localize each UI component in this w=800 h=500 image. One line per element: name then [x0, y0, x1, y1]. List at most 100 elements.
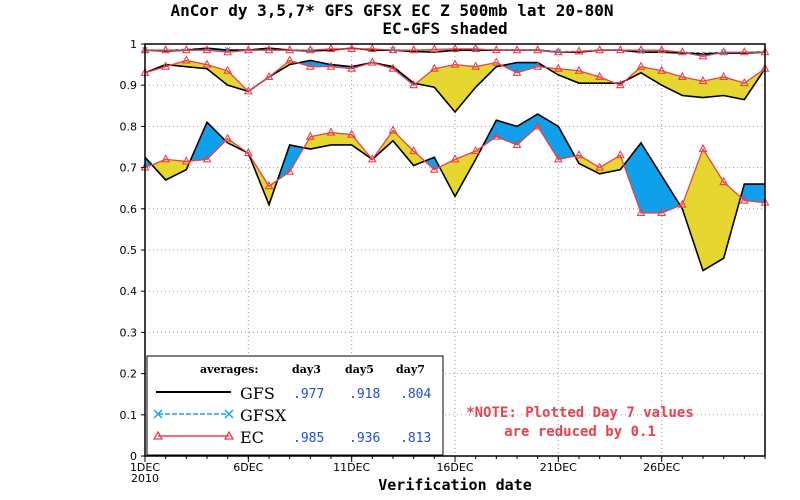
y-tick-label: 0.6 — [120, 203, 138, 216]
ec-marker-day3 — [367, 43, 377, 52]
ec-marker-day3 — [491, 45, 501, 54]
y-tick-label: 0.8 — [120, 120, 138, 133]
legend-col-day3: day3 — [292, 363, 321, 376]
legend-gfs-day3: .977 — [293, 387, 324, 402]
ec-marker-day7 — [739, 195, 749, 204]
y-tick-label: 0.3 — [120, 326, 138, 339]
ec-marker-day7 — [326, 127, 336, 136]
ec-marker-day3 — [636, 45, 646, 54]
ec-marker-day3 — [533, 45, 543, 54]
ec-marker-day5 — [305, 61, 315, 70]
ec-marker-day5 — [450, 59, 460, 68]
ec-marker-day7 — [181, 156, 191, 165]
ec-marker-day3 — [388, 45, 398, 54]
note-line-2: are reduced by 0.1 — [504, 424, 656, 440]
y-tick-label: 0.2 — [120, 368, 138, 381]
ec-marker-day5 — [677, 71, 687, 81]
ec-marker-day5 — [739, 77, 749, 87]
ec-marker-day3 — [512, 45, 522, 54]
legend-gfsx-label: GFSX — [240, 406, 287, 425]
ec-marker-day3 — [595, 45, 605, 54]
ec-marker-day3 — [326, 43, 336, 52]
ec-marker-day5 — [698, 75, 708, 85]
ec-marker-day7 — [450, 154, 460, 163]
y-tick-label: 0.5 — [120, 244, 138, 257]
ec-marker-day5 — [574, 65, 584, 74]
ec-marker-day5 — [285, 55, 295, 64]
ec-marker-day7 — [429, 164, 439, 173]
legend-col-day7: day7 — [396, 363, 425, 376]
legend-gfs-day5: .918 — [349, 387, 380, 402]
ec-marker-day7 — [677, 199, 687, 208]
ec-marker-day7 — [243, 148, 253, 157]
ec-marker-day7 — [161, 154, 171, 163]
ec-marker-day3 — [677, 47, 687, 56]
ec-marker-day7 — [553, 154, 563, 163]
y-tick-label: 0 — [130, 450, 137, 463]
legend-ec-day5: .936 — [349, 431, 380, 446]
ec-marker-day3 — [285, 45, 295, 54]
ec-marker-day7 — [471, 145, 481, 155]
ec-marker-day7 — [574, 150, 584, 159]
legend-gfsx-marker-left — [153, 409, 163, 419]
ec-marker-day3 — [202, 45, 212, 54]
ec-marker-day7 — [367, 154, 377, 163]
ec-marker-day3 — [719, 47, 729, 56]
ec-marker-day7 — [285, 166, 295, 175]
legend-col-day5: day5 — [345, 363, 374, 376]
ec-marker-day7 — [347, 129, 357, 138]
ec-marker-day5 — [264, 71, 274, 81]
y-tick-label: 0.7 — [120, 162, 138, 175]
ec-marker-day3 — [347, 43, 357, 52]
ec-marker-day3 — [553, 47, 563, 56]
ec-marker-day7 — [305, 131, 315, 140]
ec-marker-day7 — [595, 162, 605, 171]
legend-gfsx-marker-right — [224, 409, 234, 419]
y-tick-label: 1 — [130, 38, 137, 51]
ec-marker-day5 — [471, 61, 481, 70]
ec-marker-day7 — [264, 180, 274, 190]
gfsx-marker — [390, 46, 396, 53]
ec-marker-day5 — [636, 61, 646, 70]
ec-marker-day7 — [615, 150, 625, 159]
ec-marker-day3 — [574, 46, 584, 55]
legend-box — [146, 355, 444, 456]
ec-marker-day5 — [409, 80, 419, 89]
ec-marker-day5 — [512, 67, 522, 76]
ec-marker-day7 — [719, 176, 729, 186]
ec-marker-day5 — [347, 63, 357, 72]
legend-header: averages: — [200, 363, 258, 376]
x-tick-label: 16DEC — [436, 461, 473, 474]
ec-marker-day5 — [326, 61, 336, 70]
chart-title: AnCor dy 3,5,7* GFS GFSX EC Z 500mb lat … — [170, 1, 613, 20]
ec-marker-day7 — [491, 131, 501, 140]
ec-marker-day3 — [305, 45, 315, 54]
ec-marker-day5 — [533, 61, 543, 70]
x-tick-label: 1DEC — [130, 461, 160, 474]
x-tick-label: 21DEC — [540, 461, 577, 474]
ec-marker-day5 — [553, 63, 563, 72]
legend-ec-marker-left — [152, 430, 164, 440]
ec-marker-day7 — [388, 125, 398, 134]
ec-marker-day3 — [264, 45, 274, 54]
ec-marker-day3 — [698, 51, 708, 60]
ec-marker-day3 — [161, 45, 171, 54]
x-tick-label: 11DEC — [333, 461, 370, 474]
ec-marker-day3 — [429, 44, 439, 53]
ec-marker-day5 — [202, 59, 212, 68]
gfsx-marker — [555, 48, 562, 55]
legend-ec-marker-right — [223, 430, 235, 440]
ec-marker-day5 — [367, 57, 377, 66]
ec-marker-day5 — [429, 63, 439, 72]
series-line-ec-day3 — [145, 48, 765, 58]
ec-marker-day5 — [243, 86, 253, 95]
ec-marker-day3 — [615, 45, 625, 54]
ec-marker-day3 — [243, 45, 253, 54]
legend-gfs-day7: .804 — [400, 387, 431, 402]
ec-marker-day5 — [388, 63, 398, 72]
ec-marker-day5 — [719, 71, 729, 81]
ec-marker-day3 — [657, 45, 667, 54]
ec-marker-day3 — [739, 47, 749, 56]
